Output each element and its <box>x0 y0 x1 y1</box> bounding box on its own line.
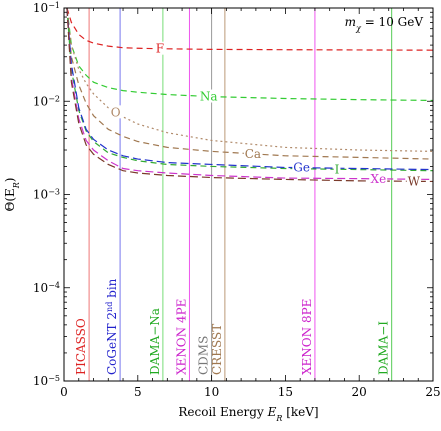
x-axis-label: Recoil Energy ER [keV] <box>178 405 318 423</box>
y-tick-label: 10−2 <box>33 94 60 109</box>
series-line-i <box>66 8 433 172</box>
series-label-bg-ca <box>243 146 263 160</box>
x-tick-label: 15 <box>278 385 293 399</box>
curves <box>66 8 433 183</box>
series-label-bg-xe <box>369 171 388 185</box>
x-tick-label: 0 <box>60 385 68 399</box>
series-label-bg-w <box>406 174 421 188</box>
y-tick-label: 10−5 <box>33 374 60 389</box>
x-tick-label: 5 <box>134 385 142 399</box>
threshold-label-1: CoGeNT 2nd bin <box>105 278 120 375</box>
x-tick-label: 20 <box>352 385 367 399</box>
series-line-na <box>66 8 433 102</box>
series-line-xe <box>66 8 433 181</box>
y-axis-label: Θ(ER) <box>3 178 21 212</box>
series-label-ge: Ge <box>293 161 310 175</box>
labels: PICASSO CoGeNT 2nd bin DAMA−Na XENON 4PE CDM… <box>3 1 441 423</box>
series-label-bg-na <box>198 89 219 103</box>
threshold-label-6: XENON 8PE <box>300 299 314 375</box>
series-label-bg-f <box>154 41 166 55</box>
mass-annotation: mχ = 10 GeV <box>345 15 424 33</box>
threshold-lines <box>88 8 393 381</box>
series-label-i: I <box>335 162 340 176</box>
threshold-label-0: PICASSO <box>74 318 88 375</box>
threshold-label-3: XENON 4PE <box>174 299 188 375</box>
series-label-f: F <box>156 42 164 56</box>
series-label-bg-i <box>333 162 341 176</box>
x-tick-label: 10 <box>204 385 219 399</box>
series-line-o <box>66 8 433 152</box>
threshold-label-4: CDMS <box>197 336 211 375</box>
threshold-label-7: DAMA−I <box>377 321 391 375</box>
series-label-ca: Ca <box>245 147 261 161</box>
series-line-ca <box>66 8 433 160</box>
threshold-label-5: CRESST <box>210 324 224 375</box>
series-line-w <box>66 8 433 183</box>
x-tick-label: 25 <box>425 385 440 399</box>
series-label-na: Na <box>200 90 218 104</box>
axis-ticks <box>63 8 434 382</box>
series-label-o: O <box>111 105 121 119</box>
y-tick-label: 10−3 <box>33 187 60 202</box>
series-label-w: W <box>408 174 421 188</box>
series-label-bg-ge <box>292 160 311 174</box>
y-tick-label: 10−4 <box>33 280 60 295</box>
series-label-xe: Xe <box>371 172 387 186</box>
threshold-label-2: DAMA−Na <box>148 308 162 375</box>
series-label-bg-o <box>109 105 122 119</box>
series-line-ge <box>66 8 433 171</box>
y-tick-label: 10−1 <box>33 1 60 16</box>
